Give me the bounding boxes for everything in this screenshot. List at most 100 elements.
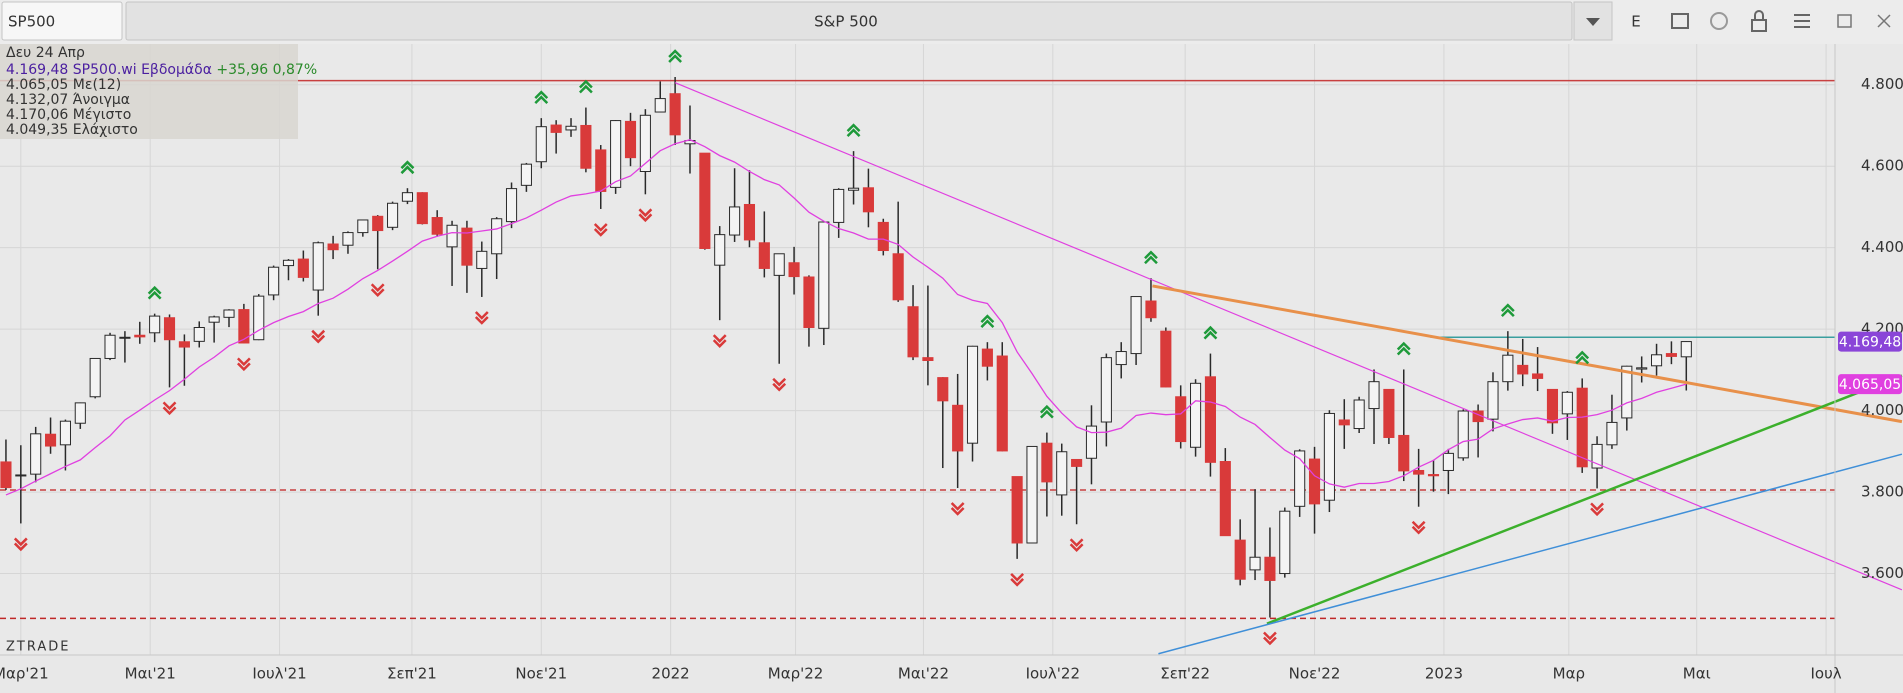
candle-body [1130, 296, 1142, 355]
candle-body [803, 276, 815, 329]
candle-body [193, 327, 205, 342]
candle-body [45, 433, 57, 447]
candle-body [1145, 300, 1157, 319]
icon-lock-top [1754, 10, 1764, 20]
candle-body [758, 242, 770, 269]
chart-title: S&P 500 [814, 13, 878, 31]
icon-quote[interactable] [1710, 12, 1728, 30]
candle-body [1353, 399, 1365, 430]
info-quote: 4.169,48 SP500.wi Εβδομάδα +35,96 0,87% [6, 62, 317, 78]
candle-body [0, 461, 12, 489]
swing-low-marker [638, 208, 653, 223]
candle-body [30, 433, 42, 475]
candle-body [848, 187, 860, 191]
candle-body [401, 192, 414, 202]
trend-line [1152, 284, 1903, 424]
candle-body [773, 253, 785, 276]
y-tick-label: 4.600 [1861, 157, 1903, 175]
swing-low-marker [162, 401, 177, 416]
candle-body [1085, 425, 1098, 459]
swing-high-marker [1500, 303, 1515, 318]
candle-body [1308, 458, 1321, 505]
y-tick-label: 4.800 [1861, 75, 1903, 93]
mode-button[interactable]: E [1631, 13, 1640, 31]
candle-body [372, 215, 384, 232]
trend-line [674, 82, 1903, 591]
candle-body [387, 202, 399, 228]
icon-window[interactable] [1671, 13, 1689, 29]
x-tick-label: Μαι [1683, 665, 1711, 683]
candle-body [1651, 354, 1663, 367]
x-tick-label: Νοε'22 [1289, 665, 1341, 683]
candle-body [833, 188, 845, 223]
candle-body [1532, 373, 1544, 379]
swing-high-marker [400, 160, 415, 175]
y-tick-label: 3.800 [1861, 483, 1903, 501]
info-open: 4.132,07 Άνοιγμα [6, 92, 130, 108]
candle-body [981, 348, 993, 367]
info-price: 4.169,48 SP500.wi Εβδομάδα [6, 62, 212, 78]
y-tick-label: 4.000 [1861, 401, 1903, 419]
symbol-input[interactable] [1, 1, 123, 41]
candle-body [208, 316, 220, 323]
swing-low-marker [593, 223, 608, 237]
icon-close[interactable] [1877, 14, 1891, 28]
candle-body [714, 234, 726, 266]
swing-low-marker [370, 283, 385, 298]
info-low: 4.049,35 Ελάχιστο [6, 122, 138, 138]
candle-body [268, 266, 280, 296]
candle-body [1442, 452, 1454, 471]
candle-body [743, 203, 756, 241]
price-label: 4.065,05 [1839, 377, 1901, 393]
x-tick-label: Σεπ'21 [387, 665, 437, 683]
candle-body [1576, 387, 1588, 468]
candle-body [952, 404, 964, 452]
candle-body [1383, 388, 1395, 438]
swing-low-marker [311, 329, 326, 344]
candle-body [1680, 341, 1692, 358]
icon-lock[interactable] [1751, 19, 1767, 32]
candle-body [1502, 354, 1514, 383]
candle-body [1234, 539, 1246, 580]
candle-body [1056, 451, 1068, 496]
candle-body [1219, 461, 1231, 537]
swing-high-marker [1575, 350, 1590, 365]
candle-body [1190, 382, 1202, 448]
candle-body [937, 377, 949, 402]
candle-body [788, 262, 800, 278]
swing-high-marker [668, 49, 682, 63]
candle-body [312, 242, 324, 291]
x-tick-label: 2023 [1425, 665, 1463, 683]
candle-body [59, 420, 71, 446]
candle-body [342, 232, 354, 246]
candle-body [1071, 458, 1083, 467]
icon-menu[interactable] [1794, 14, 1810, 28]
price-label-box [1838, 331, 1902, 352]
candle-body [297, 258, 309, 278]
swing-low-marker [950, 502, 965, 516]
candle-body [862, 187, 874, 213]
swing-high-marker [980, 314, 995, 329]
candle-body [282, 259, 295, 267]
candle-body [163, 317, 176, 341]
candle-body [89, 357, 101, 398]
swing-low-marker [1069, 538, 1084, 553]
x-tick-label: Ιουλ'21 [252, 665, 306, 683]
candle-body [1398, 434, 1410, 472]
candle-body [238, 309, 250, 344]
candle-body [1546, 388, 1559, 424]
icon-restore[interactable] [1837, 14, 1852, 28]
info-box: Δευ 24 Απρ 4.169,48 SP500.wi Εβδομάδα +3… [0, 44, 317, 139]
candle-body [535, 126, 547, 163]
candle-body [1100, 357, 1112, 423]
candle-body [1264, 556, 1276, 581]
candle-body [416, 192, 428, 225]
candle-body [1606, 421, 1618, 446]
watermark: ZTRADE [6, 640, 70, 655]
swing-high-marker [1144, 250, 1158, 265]
candle-body [1487, 381, 1499, 420]
candle-body [654, 98, 666, 113]
candle-body [119, 336, 131, 339]
candle-body [1517, 364, 1529, 375]
candle-body [1011, 476, 1023, 544]
